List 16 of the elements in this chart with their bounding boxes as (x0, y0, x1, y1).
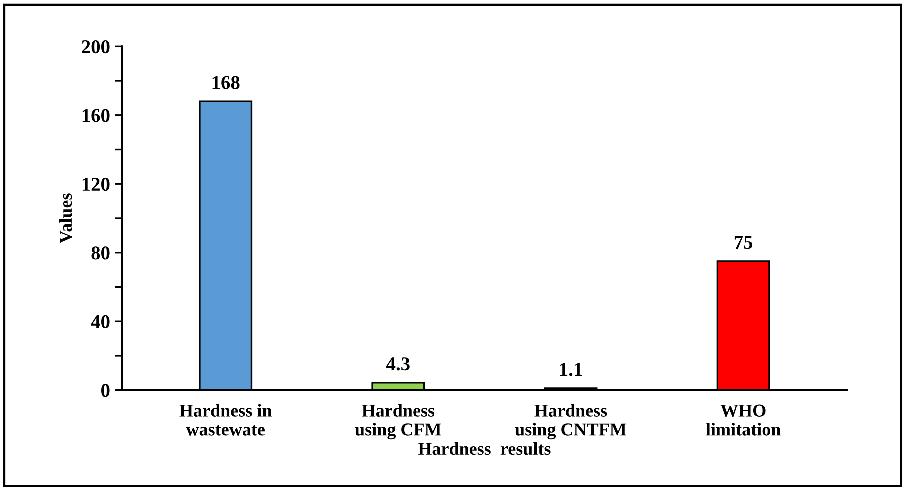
x-tick-label: Hardness using CFM (355, 404, 442, 440)
x-axis-title: Hardness results (418, 442, 551, 456)
y-axis-title: Values (59, 194, 72, 244)
y-tick-label: 120 (82, 178, 110, 192)
data-label: 1.1 (560, 363, 582, 376)
y-tick-label: 160 (82, 109, 110, 122)
data-label: 75 (734, 236, 753, 250)
x-tick-label: WHO limitation (706, 404, 781, 436)
y-tick-label: 0 (102, 384, 110, 398)
data-label: 4.3 (386, 358, 410, 371)
y-tick-label: 80 (92, 246, 110, 260)
data-label: 168 (212, 76, 240, 90)
x-tick-label: Hardness in wastewate (180, 404, 272, 436)
y-tick-label: 200 (82, 40, 110, 54)
x-tick-label: Hardness using CNTFM (515, 404, 626, 440)
y-tick-label: 40 (91, 315, 110, 329)
